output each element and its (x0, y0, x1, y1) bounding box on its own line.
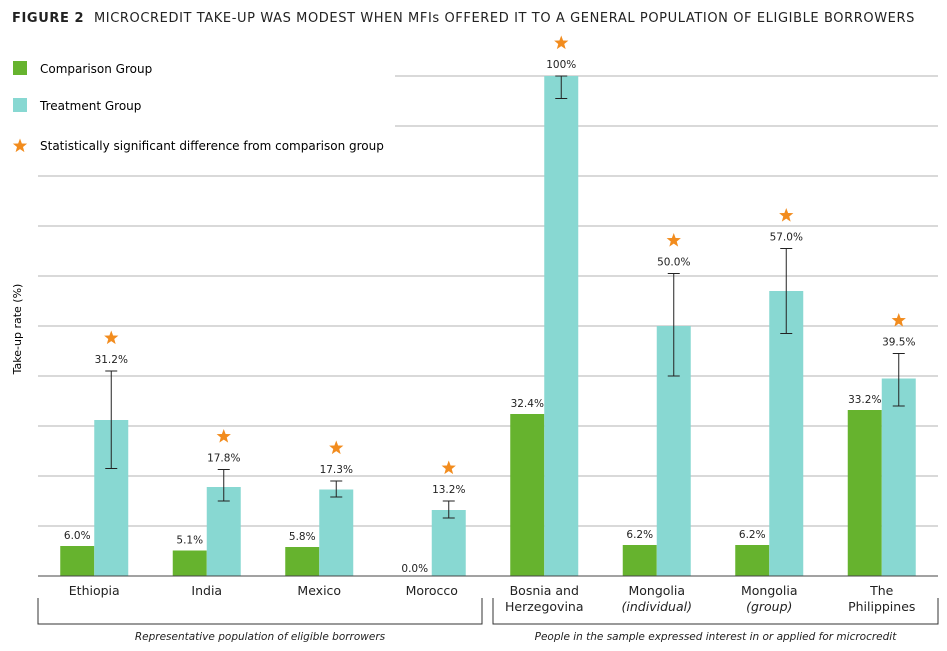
data-label-treatment: 13.2% (432, 484, 465, 496)
bar-comparison (60, 546, 95, 576)
x-tick-label: Mongolia (741, 583, 798, 598)
data-label-comparison: 33.2% (848, 394, 881, 406)
significance-star-icon (779, 208, 794, 222)
title-text: MICROCREDIT TAKE-UP WAS MODEST WHEN MFIs… (94, 11, 915, 26)
bar-treatment (769, 291, 804, 576)
x-tick-label-line2: (individual) (622, 599, 692, 614)
significance-star-icon (216, 429, 231, 443)
y-axis-label: Take-up rate (%) (11, 284, 24, 376)
bar-treatment (881, 378, 916, 576)
x-axis-labels: Ethiopia India Mexico Morocco Bosnia andHerz… (69, 583, 916, 614)
x-tick-label-line2: (group) (746, 599, 792, 614)
significance-star-icon (441, 460, 456, 475)
x-tick-label: Ethiopia (69, 583, 120, 598)
data-label-comparison: 0.0% (401, 563, 428, 575)
bar-comparison (622, 545, 657, 576)
bars (60, 76, 916, 576)
group-brackets: Representative population of eligible bo… (37, 598, 939, 643)
group-bracket (37, 598, 483, 625)
data-label-comparison: 32.4% (511, 398, 544, 410)
bar-treatment (431, 510, 466, 576)
x-tick-label: Morocco (406, 583, 458, 598)
significance-star-icon (554, 35, 569, 50)
bar-comparison (510, 414, 545, 576)
legend: Comparison Group Treatment Group Statist… (12, 61, 384, 153)
significance-star-icon (666, 233, 681, 247)
data-label-treatment: 100% (546, 59, 576, 71)
data-label-comparison: 6.2% (739, 529, 766, 541)
significance-star-icon (891, 313, 906, 327)
data-label-comparison: 6.2% (626, 529, 653, 541)
data-label-treatment: 57.0% (770, 232, 803, 244)
bar-comparison (285, 547, 320, 576)
data-label-comparison: 5.1% (176, 535, 203, 547)
significance-star-icon (329, 440, 344, 455)
bar-comparison (735, 545, 770, 576)
legend-swatch-comparison (13, 61, 27, 75)
chart-title: FIGURE 2 MICROCREDIT TAKE-UP WAS MODEST … (12, 11, 915, 26)
group-label: People in the sample expressed interest … (535, 631, 898, 643)
bar-comparison (847, 410, 882, 576)
significance-star-icon (104, 330, 119, 345)
x-tick-label-line2: Herzegovina (505, 599, 584, 614)
group-label: Representative population of eligible bo… (135, 631, 386, 643)
x-tick-label: Mexico (297, 583, 341, 598)
data-label-comparison: 5.8% (289, 531, 316, 543)
gridlines (38, 75, 938, 527)
bar-treatment (206, 487, 241, 576)
x-tick-label: Mongolia (628, 583, 685, 598)
data-label-comparison: 6.0% (64, 530, 91, 542)
data-label-treatment: 17.3% (320, 464, 353, 476)
data-label-treatment: 50.0% (657, 257, 690, 269)
legend-swatch-treatment (13, 98, 27, 112)
data-label-treatment: 39.5% (882, 337, 915, 349)
data-label-treatment: 31.2% (95, 354, 128, 366)
legend-label-treatment: Treatment Group (39, 99, 141, 113)
bar-comparison (172, 550, 207, 576)
annotations: 6.0% 31.2% 5.1% 17.8% 5.8% 17.3% 0.0% 13.2% 32.4… (64, 35, 915, 575)
x-tick-label: Bosnia and (510, 583, 579, 598)
bar-treatment (544, 76, 579, 576)
legend-label-comparison: Comparison Group (40, 62, 152, 76)
legend-label-significance: Statistically significant difference fro… (40, 139, 384, 153)
x-tick-label: The (869, 583, 894, 598)
group-bracket (492, 598, 939, 625)
legend-star-icon (12, 138, 28, 153)
bar-treatment (319, 489, 354, 576)
data-label-treatment: 17.8% (207, 453, 240, 465)
x-tick-label: India (191, 583, 222, 598)
figure-number: FIGURE 2 (12, 11, 84, 26)
x-tick-label-line2: Philippines (848, 599, 915, 614)
